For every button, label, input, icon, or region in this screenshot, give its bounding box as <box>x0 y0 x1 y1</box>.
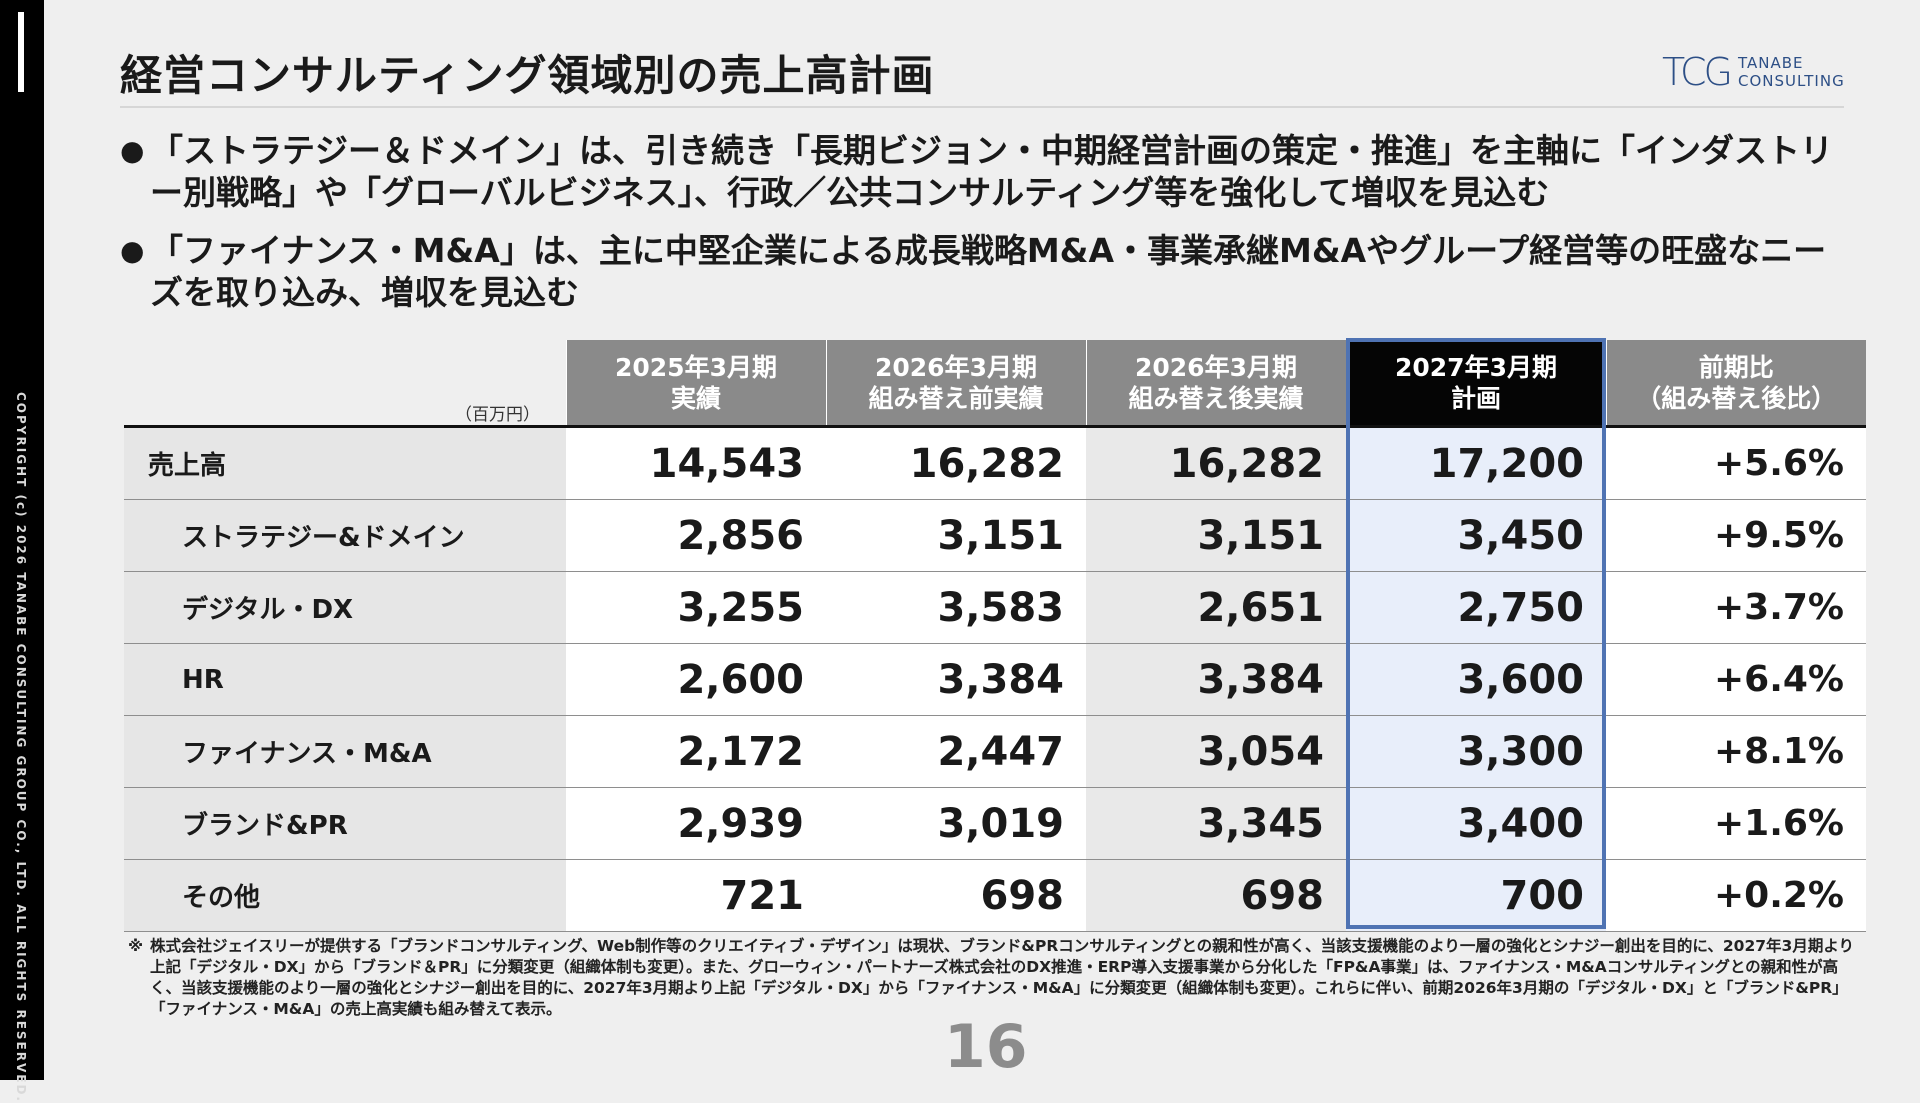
header-line-2: （組み替え後比） <box>1636 383 1837 413</box>
revenue-table: 2025年3月期 実績 2026年3月期 組み替え前実績 2026年3月期 組み替え後… <box>124 340 1866 932</box>
cell-fy2026-after: 16,282 <box>1086 425 1346 500</box>
bullet-list: ● 「ストラテジー＆ドメイン」は、引き続き「長期ビジョン・中期経営計画の策定・推… <box>120 130 1860 330</box>
logo-line-2: CONSULTING <box>1737 72 1845 90</box>
bullet-text: 「ファイナンス・M&A」は、主に中堅企業による成長戦略M&A・事業承継M&Aやグ… <box>150 231 1827 312</box>
table-row: 売上高 14,543 16,282 16,282 17,200 +5.6% <box>124 425 1866 500</box>
bullet-text: 「ストラテジー＆ドメイン」は、引き続き「長期ビジョン・中期経営計画の策定・推進」… <box>150 131 1833 212</box>
cell-fy2025: 2,172 <box>566 715 826 788</box>
row-label: ストラテジー&ドメイン <box>124 499 566 572</box>
table-row: デジタル・DX 3,255 3,583 2,651 2,750 +3.7% <box>124 571 1866 644</box>
header-line-2: 計画 <box>1450 383 1501 413</box>
header-fy2027-plan: 2027年3月期 計画 <box>1345 340 1606 427</box>
header-line-1: 前期比 <box>1698 352 1774 382</box>
bullet-dot-icon: ● <box>120 134 145 167</box>
cell-yoy: +0.2% <box>1606 859 1866 932</box>
header-fy2026-after: 2026年3月期 組み替え後実績 <box>1085 340 1346 427</box>
cell-yoy: +5.6% <box>1606 425 1866 500</box>
copyright-text: COPYRIGHT (c) 2026 TANABE CONSULTING GRO… <box>14 392 28 1103</box>
table-row: ストラテジー&ドメイン 2,856 3,151 3,151 3,450 +9.5… <box>124 499 1866 572</box>
cell-fy2025: 2,856 <box>566 499 826 572</box>
sidebar-marker <box>18 12 24 92</box>
cell-fy2026-after: 2,651 <box>1086 571 1346 644</box>
cell-fy2026-before: 16,282 <box>826 425 1086 500</box>
left-sidebar: COPYRIGHT (c) 2026 TANABE CONSULTING GRO… <box>0 0 44 1103</box>
logo-mark: TCG <box>1662 50 1733 94</box>
table-header-row: 2025年3月期 実績 2026年3月期 組み替え前実績 2026年3月期 組み替え後… <box>124 340 1866 428</box>
row-label: HR <box>124 643 566 716</box>
header-yoy: 前期比 （組み替え後比） <box>1605 340 1866 427</box>
cell-fy2025: 2,600 <box>566 643 826 716</box>
header-line-1: 2027年3月期 <box>1395 352 1557 382</box>
cell-yoy: +1.6% <box>1606 787 1866 860</box>
table-row: ブランド&PR 2,939 3,019 3,345 3,400 +1.6% <box>124 787 1866 860</box>
header-line-2: 実績 <box>670 383 721 413</box>
header-line-1: 2026年3月期 <box>875 352 1037 382</box>
header-line-2: 組み替え後実績 <box>1128 383 1304 413</box>
cell-yoy: +3.7% <box>1606 571 1866 644</box>
bullet-item: ● 「ストラテジー＆ドメイン」は、引き続き「長期ビジョン・中期経営計画の策定・推… <box>120 130 1860 214</box>
cell-fy2026-after: 3,054 <box>1086 715 1346 788</box>
cell-fy2025: 3,255 <box>566 571 826 644</box>
table-row: その他 721 698 698 700 +0.2% <box>124 859 1866 932</box>
cell-yoy: +8.1% <box>1606 715 1866 788</box>
bullet-dot-icon: ● <box>120 234 145 267</box>
footnote-mark: ※ <box>128 937 144 955</box>
footnote-text: 株式会社ジェイスリーが提供する「ブランドコンサルティング、Web制作等のクリエイ… <box>150 937 1855 1018</box>
cell-fy2026-after: 3,384 <box>1086 643 1346 716</box>
cell-fy2027-plan: 17,200 <box>1346 425 1606 500</box>
cell-fy2027-plan: 3,450 <box>1346 499 1606 572</box>
cell-fy2025: 2,939 <box>566 787 826 860</box>
cell-fy2026-before: 3,151 <box>826 499 1086 572</box>
cell-fy2027-plan: 3,600 <box>1346 643 1606 716</box>
table-row: ファイナンス・M&A 2,172 2,447 3,054 3,300 +8.1% <box>124 715 1866 788</box>
title-divider <box>120 106 1844 108</box>
row-label: その他 <box>124 859 566 932</box>
cell-fy2025: 14,543 <box>566 425 826 500</box>
cell-fy2026-after: 3,151 <box>1086 499 1346 572</box>
page-title: 経営コンサルティング領域別の売上高計画 <box>120 51 935 100</box>
cell-fy2026-after: 3,345 <box>1086 787 1346 860</box>
cell-fy2026-before: 3,583 <box>826 571 1086 644</box>
header-line-1: 2026年3月期 <box>1135 352 1297 382</box>
page-number: 16 <box>944 1012 1028 1082</box>
header-fy2026-before: 2026年3月期 組み替え前実績 <box>825 340 1086 427</box>
cell-fy2026-before: 698 <box>826 859 1086 932</box>
cell-fy2026-before: 3,384 <box>826 643 1086 716</box>
cell-fy2027-plan: 3,300 <box>1346 715 1606 788</box>
company-logo: TCG TANABE CONSULTING <box>1662 50 1845 94</box>
header-fy2025: 2025年3月期 実績 <box>565 340 826 427</box>
cell-fy2025: 721 <box>566 859 826 932</box>
cell-fy2027-plan: 700 <box>1346 859 1606 932</box>
cell-fy2026-before: 2,447 <box>826 715 1086 788</box>
cell-fy2026-before: 3,019 <box>826 787 1086 860</box>
header-line-2: 組み替え前実績 <box>868 383 1044 413</box>
header-label-cell <box>124 340 566 428</box>
row-label: ファイナンス・M&A <box>124 715 566 788</box>
cell-fy2027-plan: 3,400 <box>1346 787 1606 860</box>
footnote: ※ 株式会社ジェイスリーが提供する「ブランドコンサルティング、Web制作等のクリ… <box>128 936 1858 1020</box>
cell-yoy: +9.5% <box>1606 499 1866 572</box>
bullet-item: ● 「ファイナンス・M&A」は、主に中堅企業による成長戦略M&A・事業承継M&A… <box>120 230 1860 314</box>
cell-yoy: +6.4% <box>1606 643 1866 716</box>
cell-fy2026-after: 698 <box>1086 859 1346 932</box>
header-line-1: 2025年3月期 <box>615 352 777 382</box>
cell-fy2027-plan: 2,750 <box>1346 571 1606 644</box>
logo-line-1: TANABE <box>1737 54 1804 72</box>
row-label: ブランド&PR <box>124 787 566 860</box>
row-label: デジタル・DX <box>124 571 566 644</box>
row-label: 売上高 <box>124 425 566 500</box>
logo-wordmark: TANABE CONSULTING <box>1738 54 1845 90</box>
table-row: HR 2,600 3,384 3,384 3,600 +6.4% <box>124 643 1866 716</box>
